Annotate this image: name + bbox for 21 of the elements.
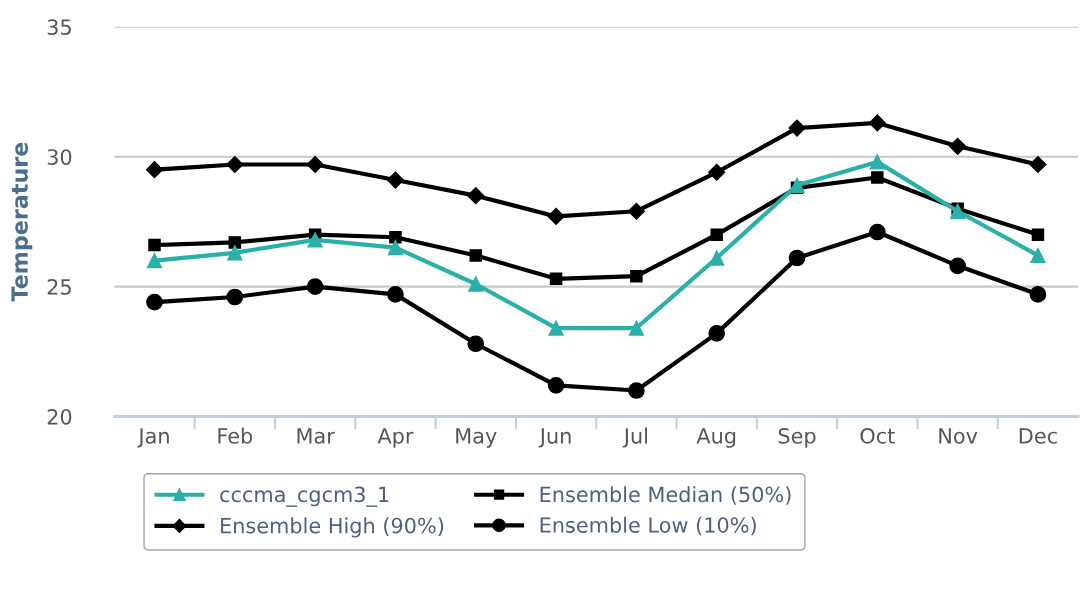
x-tick-label: Mar: [297, 428, 335, 444]
x-tick-label: Aug: [696, 428, 736, 448]
x-tick-label: Nov: [939, 428, 978, 444]
x-tick-label: Jul: [622, 427, 647, 448]
y-tick-label: 35: [47, 19, 71, 35]
x-tick-label: Dec: [1019, 428, 1057, 444]
y-axis-title: Temperature: [11, 142, 33, 302]
legend-label: cccma_cgcm3_1: [220, 486, 389, 507]
x-tick-label: Jan: [137, 428, 169, 448]
y-tick-label: 20: [47, 408, 72, 425]
x-tick-label: Feb: [218, 427, 253, 444]
y-tick-label: 30: [47, 149, 72, 165]
x-tick-label: Apr: [377, 428, 414, 448]
x-tick-label: Sep: [778, 427, 816, 448]
x-tick-label: Jun: [538, 428, 571, 448]
legend-label: Ensemble Low (10%): [540, 516, 756, 536]
y-tick-label: 25: [47, 279, 71, 295]
legend-label: Ensemble Median (50%): [540, 486, 791, 505]
legend-label: Ensemble High (90%): [221, 517, 444, 538]
x-tick-label: May: [456, 428, 497, 448]
x-tick-label: Oct: [860, 427, 895, 444]
